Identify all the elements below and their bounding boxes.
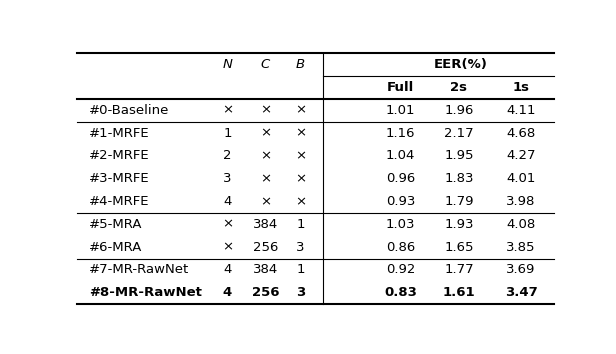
Text: 3.69: 3.69: [506, 263, 536, 276]
Text: 1.79: 1.79: [444, 195, 474, 208]
Text: 1s: 1s: [513, 81, 530, 94]
Text: 1.03: 1.03: [386, 218, 415, 231]
Text: 4: 4: [223, 263, 232, 276]
Text: ×: ×: [260, 127, 271, 140]
Text: 1.16: 1.16: [386, 127, 415, 140]
Text: 4: 4: [223, 195, 232, 208]
Text: 1: 1: [296, 218, 305, 231]
Text: 1.77: 1.77: [444, 263, 474, 276]
Text: 0.92: 0.92: [386, 263, 415, 276]
Text: ×: ×: [260, 149, 271, 162]
Text: #2-MRFE: #2-MRFE: [89, 149, 150, 162]
Text: 0.96: 0.96: [386, 172, 415, 185]
Text: 1.95: 1.95: [444, 149, 474, 162]
Text: 3: 3: [296, 241, 305, 254]
Text: #7-MR-RawNet: #7-MR-RawNet: [89, 263, 189, 276]
Text: EER(%): EER(%): [434, 58, 488, 71]
Text: #5-MRA: #5-MRA: [89, 218, 142, 231]
Text: 4.01: 4.01: [506, 172, 536, 185]
Text: ×: ×: [295, 149, 306, 162]
Text: 1.93: 1.93: [444, 218, 474, 231]
Text: ×: ×: [222, 218, 233, 231]
Text: ×: ×: [295, 195, 306, 208]
Text: ×: ×: [295, 172, 306, 185]
Text: 2s: 2s: [450, 81, 468, 94]
Text: #1-MRFE: #1-MRFE: [89, 127, 150, 140]
Text: ×: ×: [260, 195, 271, 208]
Text: 1: 1: [296, 263, 305, 276]
Text: 3.85: 3.85: [506, 241, 536, 254]
Text: $N$: $N$: [222, 58, 233, 71]
Text: 2.17: 2.17: [444, 127, 474, 140]
Text: 3.47: 3.47: [505, 286, 537, 299]
Text: ×: ×: [222, 241, 233, 254]
Text: 1.01: 1.01: [386, 104, 415, 117]
Text: $B$: $B$: [295, 58, 306, 71]
Text: #8-MR-RawNet: #8-MR-RawNet: [89, 286, 202, 299]
Text: 0.83: 0.83: [384, 286, 417, 299]
Text: #4-MRFE: #4-MRFE: [89, 195, 150, 208]
Text: 4.08: 4.08: [506, 218, 535, 231]
Text: 3: 3: [223, 172, 232, 185]
Text: #0-Baseline: #0-Baseline: [89, 104, 169, 117]
Text: 4: 4: [223, 286, 232, 299]
Text: 1.83: 1.83: [444, 172, 474, 185]
Text: Full: Full: [387, 81, 415, 94]
Text: 3.98: 3.98: [506, 195, 536, 208]
Text: ×: ×: [295, 127, 306, 140]
Text: ×: ×: [260, 172, 271, 185]
Text: #6-MRA: #6-MRA: [89, 241, 142, 254]
Text: 1.96: 1.96: [444, 104, 474, 117]
Text: 2: 2: [223, 149, 232, 162]
Text: 0.93: 0.93: [386, 195, 415, 208]
Text: ×: ×: [260, 104, 271, 117]
Text: 384: 384: [253, 263, 278, 276]
Text: ×: ×: [295, 104, 306, 117]
Text: #3-MRFE: #3-MRFE: [89, 172, 150, 185]
Text: 256: 256: [252, 286, 279, 299]
Text: 256: 256: [253, 241, 278, 254]
Text: 4.11: 4.11: [506, 104, 536, 117]
Text: 4.68: 4.68: [506, 127, 535, 140]
Text: 3: 3: [296, 286, 305, 299]
Text: 384: 384: [253, 218, 278, 231]
Text: $C$: $C$: [260, 58, 271, 71]
Text: 1.04: 1.04: [386, 149, 415, 162]
Text: 1.65: 1.65: [444, 241, 474, 254]
Text: 0.86: 0.86: [386, 241, 415, 254]
Text: 1.61: 1.61: [443, 286, 475, 299]
Text: 4.27: 4.27: [506, 149, 536, 162]
Text: 1: 1: [223, 127, 232, 140]
Text: ×: ×: [222, 104, 233, 117]
